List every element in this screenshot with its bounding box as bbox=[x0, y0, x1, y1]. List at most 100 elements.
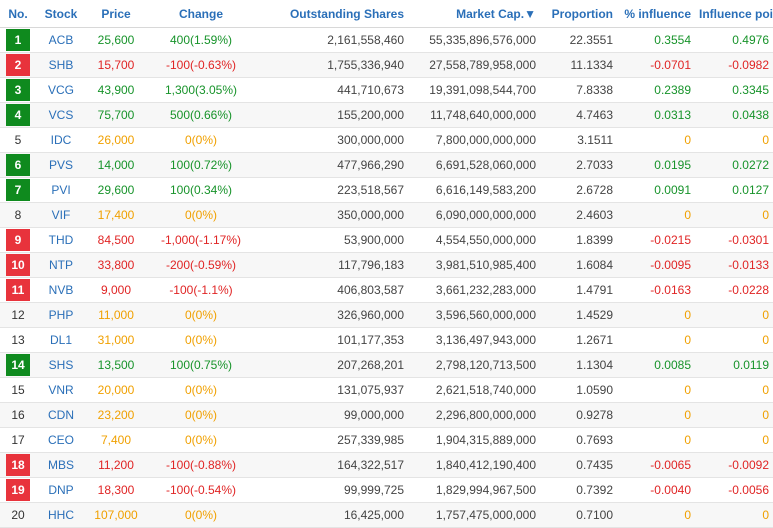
table-row[interactable]: 19 DNP 18,300 -100(-0.54%) 99,999,725 1,829,9… bbox=[0, 477, 773, 503]
table-row[interactable]: 18 MBS 11,200 -100(-0.88%) 164,322,517 1,840,… bbox=[0, 452, 773, 478]
row-influence-points: 0 bbox=[695, 327, 773, 353]
row-price: 23,200 bbox=[86, 402, 146, 428]
table-row[interactable]: 4 VCS 75,700 500(0.66%) 155,200,000 11,748,64… bbox=[0, 102, 773, 128]
row-proportion: 1.6084 bbox=[540, 252, 617, 278]
row-rank-cell: 8 bbox=[0, 202, 36, 228]
table-row[interactable]: 5 IDC 26,000 0(0%) 300,000,000 7,800,000,000,… bbox=[0, 127, 773, 153]
table-row[interactable]: 7 PVI 29,600 100(0.34%) 223,518,567 6,616,149… bbox=[0, 177, 773, 203]
row-stock-symbol[interactable]: VCS bbox=[36, 102, 86, 128]
table-row[interactable]: 2 SHB 15,700 -100(-0.63%) 1,755,336,940 27,55… bbox=[0, 52, 773, 78]
header-outstanding-shares[interactable]: Outstanding Shares bbox=[256, 0, 408, 28]
row-influence-points: 0.3345 bbox=[695, 77, 773, 103]
row-market-cap: 3,136,497,943,000 bbox=[408, 327, 540, 353]
row-stock-symbol[interactable]: PHP bbox=[36, 302, 86, 328]
row-stock-symbol[interactable]: VIF bbox=[36, 202, 86, 228]
table-row[interactable]: 12 PHP 11,000 0(0%) 326,960,000 3,596,560,000… bbox=[0, 302, 773, 328]
row-proportion: 7.8338 bbox=[540, 77, 617, 103]
header-influence-points[interactable]: Influence points bbox=[695, 0, 773, 28]
row-influence-percent: -0.0065 bbox=[617, 452, 695, 478]
header-proportion[interactable]: Proportion bbox=[540, 0, 617, 28]
row-stock-symbol[interactable]: PVI bbox=[36, 177, 86, 203]
row-rank-cell: 17 bbox=[0, 427, 36, 453]
row-market-cap: 27,558,789,958,000 bbox=[408, 52, 540, 78]
header-change[interactable]: Change bbox=[146, 0, 256, 28]
row-outstanding-shares: 99,000,000 bbox=[256, 402, 408, 428]
row-outstanding-shares: 164,322,517 bbox=[256, 452, 408, 478]
table-row[interactable]: 10 NTP 33,800 -200(-0.59%) 117,796,183 3,981,… bbox=[0, 252, 773, 278]
row-price: 26,000 bbox=[86, 127, 146, 153]
row-stock-symbol[interactable]: PVS bbox=[36, 152, 86, 178]
table-row[interactable]: 1 ACB 25,600 400(1.59%) 2,161,558,460 55,335,… bbox=[0, 27, 773, 53]
row-stock-symbol[interactable]: SHB bbox=[36, 52, 86, 78]
table-row[interactable]: 3 VCG 43,900 1,300(3.05%) 441,710,673 19,391,… bbox=[0, 77, 773, 103]
row-price: 107,000 bbox=[86, 502, 146, 528]
row-change: 100(0.34%) bbox=[146, 177, 256, 203]
row-rank-badge: 14 bbox=[6, 354, 30, 376]
row-price: 11,000 bbox=[86, 302, 146, 328]
table-row[interactable]: 11 NVB 9,000 -100(-1.1%) 406,803,587 3,661,23… bbox=[0, 277, 773, 303]
table-row[interactable]: 14 SHS 13,500 100(0.75%) 207,268,201 2,798,12… bbox=[0, 352, 773, 378]
row-stock-symbol[interactable]: IDC bbox=[36, 127, 86, 153]
row-outstanding-shares: 101,177,353 bbox=[256, 327, 408, 353]
table-row[interactable]: 15 VNR 20,000 0(0%) 131,075,937 2,621,518,740… bbox=[0, 377, 773, 403]
row-outstanding-shares: 300,000,000 bbox=[256, 127, 408, 153]
row-stock-symbol[interactable]: CEO bbox=[36, 427, 86, 453]
row-influence-points: 0 bbox=[695, 202, 773, 228]
row-rank-cell: 5 bbox=[0, 127, 36, 153]
row-outstanding-shares: 2,161,558,460 bbox=[256, 27, 408, 53]
row-stock-symbol[interactable]: VNR bbox=[36, 377, 86, 403]
row-outstanding-shares: 99,999,725 bbox=[256, 477, 408, 503]
table-row[interactable]: 20 HHC 107,000 0(0%) 16,425,000 1,757,475,000… bbox=[0, 502, 773, 528]
row-rank-badge: 16 bbox=[11, 408, 25, 422]
row-proportion: 3.1511 bbox=[540, 127, 617, 153]
table-row[interactable]: 17 CEO 7,400 0(0%) 257,339,985 1,904,315,889,… bbox=[0, 427, 773, 453]
header-influence-percent[interactable]: % influence bbox=[617, 0, 695, 28]
table-row[interactable]: 6 PVS 14,000 100(0.72%) 477,966,290 6,691,528… bbox=[0, 152, 773, 178]
row-proportion: 4.7463 bbox=[540, 102, 617, 128]
row-stock-symbol[interactable]: CDN bbox=[36, 402, 86, 428]
row-stock-symbol[interactable]: NVB bbox=[36, 277, 86, 303]
row-market-cap: 11,748,640,000,000 bbox=[408, 102, 540, 128]
table-row[interactable]: 9 THD 84,500 -1,000(-1.17%) 53,900,000 4,554,… bbox=[0, 227, 773, 253]
row-stock-symbol[interactable]: SHS bbox=[36, 352, 86, 378]
row-rank-badge: 18 bbox=[6, 454, 30, 476]
row-market-cap: 1,840,412,190,400 bbox=[408, 452, 540, 478]
row-change: 0(0%) bbox=[146, 127, 256, 153]
row-outstanding-shares: 326,960,000 bbox=[256, 302, 408, 328]
row-stock-symbol[interactable]: DL1 bbox=[36, 327, 86, 353]
row-market-cap: 2,296,800,000,000 bbox=[408, 402, 540, 428]
row-proportion: 22.3551 bbox=[540, 27, 617, 53]
row-rank-cell: 11 bbox=[0, 277, 36, 303]
row-rank-badge: 4 bbox=[6, 104, 30, 126]
row-rank-cell: 20 bbox=[0, 502, 36, 528]
row-influence-points: 0.0438 bbox=[695, 102, 773, 128]
row-price: 11,200 bbox=[86, 452, 146, 478]
row-stock-symbol[interactable]: THD bbox=[36, 227, 86, 253]
row-stock-symbol[interactable]: ACB bbox=[36, 27, 86, 53]
header-market-cap-label: Market Cap. bbox=[456, 6, 525, 21]
row-influence-percent: 0 bbox=[617, 127, 695, 153]
row-rank-cell: 14 bbox=[0, 352, 36, 378]
table-row[interactable]: 13 DL1 31,000 0(0%) 101,177,353 3,136,497,943… bbox=[0, 327, 773, 353]
row-outstanding-shares: 406,803,587 bbox=[256, 277, 408, 303]
header-stock[interactable]: Stock bbox=[36, 0, 86, 28]
header-price[interactable]: Price bbox=[86, 0, 146, 28]
row-proportion: 1.4791 bbox=[540, 277, 617, 303]
row-stock-symbol[interactable]: NTP bbox=[36, 252, 86, 278]
row-price: 14,000 bbox=[86, 152, 146, 178]
row-market-cap: 1,904,315,889,000 bbox=[408, 427, 540, 453]
table-row[interactable]: 16 CDN 23,200 0(0%) 99,000,000 2,296,800,000,… bbox=[0, 402, 773, 428]
table-row[interactable]: 8 VIF 17,400 0(0%) 350,000,000 6,090,000,000,… bbox=[0, 202, 773, 228]
row-stock-symbol[interactable]: HHC bbox=[36, 502, 86, 528]
row-stock-symbol[interactable]: DNP bbox=[36, 477, 86, 503]
row-market-cap: 2,621,518,740,000 bbox=[408, 377, 540, 403]
row-proportion: 1.8399 bbox=[540, 227, 617, 253]
row-influence-points: 0 bbox=[695, 402, 773, 428]
row-stock-symbol[interactable]: MBS bbox=[36, 452, 86, 478]
row-rank-cell: 15 bbox=[0, 377, 36, 403]
row-rank-badge: 2 bbox=[6, 54, 30, 76]
row-influence-points: -0.0228 bbox=[695, 277, 773, 303]
header-market-cap[interactable]: Market Cap.▼ bbox=[408, 0, 540, 28]
row-stock-symbol[interactable]: VCG bbox=[36, 77, 86, 103]
